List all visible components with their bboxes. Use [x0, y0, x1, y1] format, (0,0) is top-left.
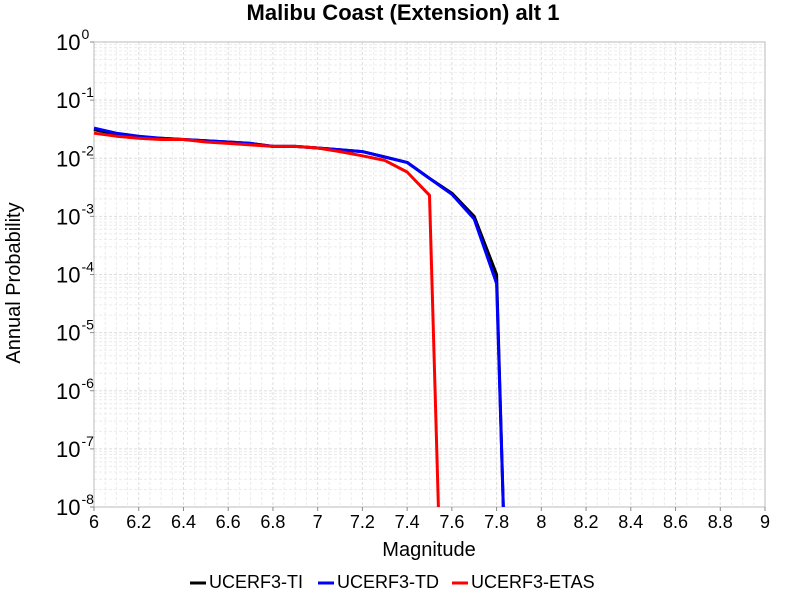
- y-tick-exponent: -3: [81, 200, 94, 216]
- y-tick-label: 10-4: [56, 259, 94, 288]
- legend-label: UCERF3-TD: [337, 572, 439, 592]
- x-tick-label: 6.6: [216, 512, 241, 532]
- x-tick-label: 8.6: [663, 512, 688, 532]
- x-axis-label: Magnitude: [382, 539, 475, 561]
- y-axis-label: Annual Probability: [3, 202, 25, 363]
- legend-item: UCERF3-TI: [190, 572, 303, 592]
- y-tick-base: 10: [56, 379, 80, 404]
- y-tick-label: 10-3: [56, 200, 94, 229]
- x-tick-label: 8.2: [574, 512, 599, 532]
- x-tick-label: 7.4: [395, 512, 420, 532]
- y-tick-base: 10: [56, 30, 80, 55]
- y-tick-label: 10-8: [56, 491, 94, 520]
- x-tick-label: 8.4: [618, 512, 643, 532]
- y-tick-base: 10: [56, 204, 80, 229]
- y-tick-base: 10: [56, 88, 80, 113]
- y-tick-exponent: -2: [81, 142, 94, 158]
- x-axis-ticks: 6 6.2 6.4 6.6 6.8 7 7.2 7.4 7.6 7.8 8 8.2 8.4 8.6 8.8 9: [89, 507, 770, 532]
- x-tick-label: 6: [89, 512, 99, 532]
- x-tick-label: 6.8: [260, 512, 285, 532]
- x-tick-label: 7: [313, 512, 323, 532]
- legend-label: UCERF3-ETAS: [471, 572, 595, 592]
- legend-item: UCERF3-ETAS: [452, 572, 595, 592]
- legend-label: UCERF3-TI: [209, 572, 303, 592]
- series-lines: [93, 126, 505, 508]
- y-tick-exponent: -1: [81, 84, 94, 100]
- x-tick-label: 8.8: [708, 512, 733, 532]
- y-tick-exponent: -5: [81, 317, 94, 333]
- series-line-ucerf3-etas: [93, 131, 440, 508]
- x-tick-label: 7.6: [439, 512, 464, 532]
- x-tick-label: 8: [536, 512, 546, 532]
- y-tick-exponent: -8: [81, 491, 94, 507]
- y-tick-label: 10-6: [56, 375, 94, 404]
- legend-item: UCERF3-TD: [318, 572, 439, 592]
- y-tick-base: 10: [56, 263, 80, 288]
- x-tick-label: 7.8: [484, 512, 509, 532]
- y-tick-base: 10: [56, 321, 80, 346]
- y-tick-base: 10: [56, 146, 80, 171]
- y-tick-exponent: 0: [81, 26, 89, 42]
- x-tick-label: 6.4: [171, 512, 196, 532]
- x-tick-label: 6.2: [126, 512, 151, 532]
- y-tick-label: 100: [56, 26, 89, 55]
- y-tick-label: 10-2: [56, 142, 94, 171]
- x-tick-label: 9: [760, 512, 770, 532]
- y-tick-exponent: -4: [81, 259, 94, 275]
- x-tick-label: 7.2: [350, 512, 375, 532]
- chart-title: Malibu Coast (Extension) alt 1: [247, 0, 560, 25]
- y-tick-exponent: -6: [81, 375, 94, 391]
- y-tick-base: 10: [56, 437, 80, 462]
- y-tick-exponent: -7: [81, 433, 94, 449]
- y-tick-label: 10-1: [56, 84, 94, 113]
- y-tick-label: 10-7: [56, 433, 94, 462]
- y-tick-label: 10-5: [56, 317, 94, 346]
- legend: UCERF3-TI UCERF3-TD UCERF3-ETAS: [190, 572, 595, 592]
- y-tick-base: 10: [56, 495, 80, 520]
